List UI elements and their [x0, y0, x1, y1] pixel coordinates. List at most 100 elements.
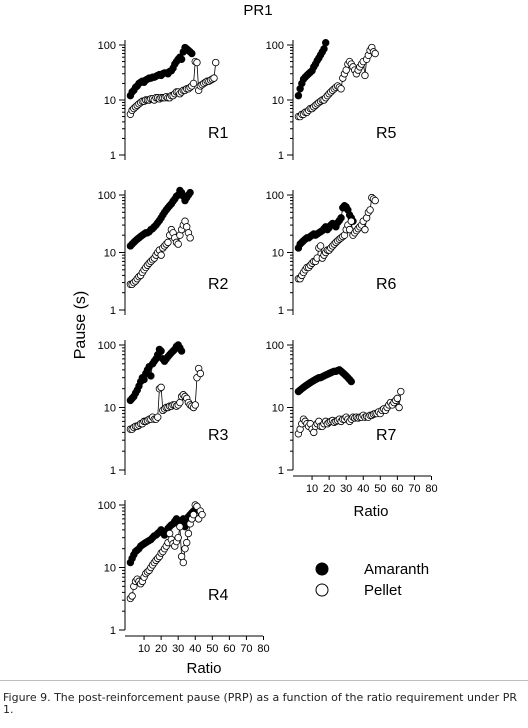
- data-point-pellet: [128, 592, 136, 600]
- data-point-pellet: [157, 383, 165, 392]
- data-point-pellet: [184, 529, 193, 538]
- x-tick-label: 80: [425, 483, 437, 495]
- x-tick-label: 70: [240, 643, 252, 655]
- data-point-pellet: [179, 558, 188, 567]
- x-tick-label: 10: [306, 483, 318, 495]
- data-point-amaranth: [322, 39, 330, 47]
- data-point-amaranth: [294, 91, 303, 100]
- x-axis-label-right: Ratio: [353, 503, 388, 520]
- y-tick-label: 1: [110, 625, 116, 637]
- x-tick-label: 30: [172, 643, 184, 655]
- data-point-pellet: [397, 387, 405, 396]
- data-point-pellet: [177, 552, 186, 561]
- data-point-amaranth: [177, 55, 186, 63]
- panel-label: R3: [208, 427, 229, 444]
- panel-label: R7: [376, 427, 397, 444]
- data-point-pellet: [165, 529, 174, 538]
- data-point-amaranth: [147, 372, 155, 380]
- y-tick-label: 10: [104, 403, 116, 415]
- data-point-pellet: [316, 242, 325, 250]
- x-tick-label: 50: [374, 483, 386, 495]
- panel-r7: 1 10 100 10 20 30 40 50 60 70 80 R7: [266, 340, 438, 495]
- data-point-pellet: [154, 413, 162, 421]
- panel-r1: 1 10 100 R1: [98, 40, 229, 162]
- panels: 1 10 100 R1 1 10 100 R5 1 10 100 R2 1 10 100 R6 1 10 100 R3…: [98, 39, 438, 655]
- y-tick-label: 100: [266, 190, 284, 202]
- data-point-pellet: [183, 538, 191, 547]
- y-tick-label: 1: [110, 305, 116, 317]
- data-point-amaranth: [320, 45, 328, 53]
- y-tick-label: 100: [98, 190, 116, 202]
- data-point-pellet: [186, 234, 194, 242]
- panel-label: R5: [376, 125, 397, 142]
- legend-marker-pellet: [315, 583, 329, 597]
- legend-label-amaranth: Amaranth: [364, 561, 429, 578]
- y-axis-label: Pause (s): [72, 291, 89, 359]
- y-tick-label: 1: [110, 150, 116, 162]
- x-tick-label: 30: [340, 483, 352, 495]
- x-tick-label: 20: [323, 483, 335, 495]
- x-tick-label: 10: [138, 643, 150, 655]
- panel-label: R6: [376, 276, 397, 293]
- caption-area: [0, 680, 528, 728]
- x-tick-label: 40: [189, 643, 201, 655]
- figure-title: PR1: [243, 2, 272, 19]
- data-point-pellet: [181, 544, 189, 553]
- data-point-pellet: [210, 74, 218, 82]
- data-point-pellet: [189, 510, 198, 519]
- data-point-amaranth: [188, 49, 196, 58]
- panel-r3: 1 10 100 R3: [98, 340, 229, 477]
- data-point-amaranth: [337, 214, 345, 222]
- y-tick-label: 100: [98, 340, 116, 352]
- panel-label: R1: [208, 125, 229, 142]
- x-tick-label: 40: [357, 483, 369, 495]
- data-point-pellet: [176, 522, 184, 531]
- data-point-pellet: [371, 49, 379, 58]
- data-point-amaranth: [186, 188, 194, 197]
- data-point-pellet: [183, 223, 191, 231]
- y-tick-label: 100: [98, 40, 116, 52]
- y-tick-label: 1: [278, 150, 284, 162]
- panel-r4: 1 10 100 10 20 30 40 50 60 70 80 R4: [98, 500, 270, 655]
- figure: PR1 Pause (s) Ratio Ratio Amaranth Pelle…: [72, 2, 438, 677]
- panel-r5: 1 10 100 R5: [266, 39, 397, 162]
- x-axis-label-left: Ratio: [186, 660, 221, 677]
- x-tick-label: 80: [257, 643, 269, 655]
- data-point-pellet: [371, 196, 379, 205]
- data-point-pellet: [342, 66, 350, 74]
- data-point-pellet: [196, 369, 205, 378]
- legend-label-pellet: Pellet: [364, 582, 402, 599]
- y-tick-label: 10: [272, 248, 284, 260]
- data-point-pellet: [193, 58, 201, 67]
- data-point-pellet: [174, 240, 182, 248]
- y-tick-label: 10: [272, 403, 284, 415]
- y-tick-label: 100: [266, 340, 284, 352]
- y-tick-label: 10: [104, 248, 116, 260]
- data-point-pellet: [176, 398, 184, 407]
- data-point-pellet: [174, 533, 182, 542]
- data-point-amaranth: [347, 377, 356, 386]
- legend: Amaranth Pellet: [315, 561, 429, 599]
- data-point-pellet: [366, 206, 374, 214]
- x-tick-label: 60: [223, 643, 235, 655]
- data-point-pellet: [395, 403, 403, 412]
- data-point-pellet: [310, 428, 318, 437]
- y-tick-label: 10: [104, 563, 116, 575]
- data-point-pellet: [393, 394, 402, 403]
- y-tick-label: 10: [272, 95, 284, 107]
- panel-r6: 1 10 100 R6: [266, 190, 397, 317]
- panel-label: R2: [208, 276, 229, 293]
- y-tick-label: 10: [104, 95, 116, 107]
- data-point-amaranth: [157, 347, 165, 355]
- data-point-pellet: [157, 251, 165, 259]
- panel-label: R4: [208, 587, 229, 604]
- data-point-pellet: [189, 79, 198, 88]
- data-point-pellet: [347, 217, 356, 225]
- data-point-pellet: [361, 71, 369, 80]
- y-tick-label: 1: [110, 465, 116, 477]
- x-tick-label: 20: [155, 643, 167, 655]
- data-point-pellet: [191, 401, 199, 409]
- data-point-pellet: [212, 58, 220, 67]
- data-point-pellet: [198, 510, 206, 519]
- x-tick-label: 70: [408, 483, 420, 495]
